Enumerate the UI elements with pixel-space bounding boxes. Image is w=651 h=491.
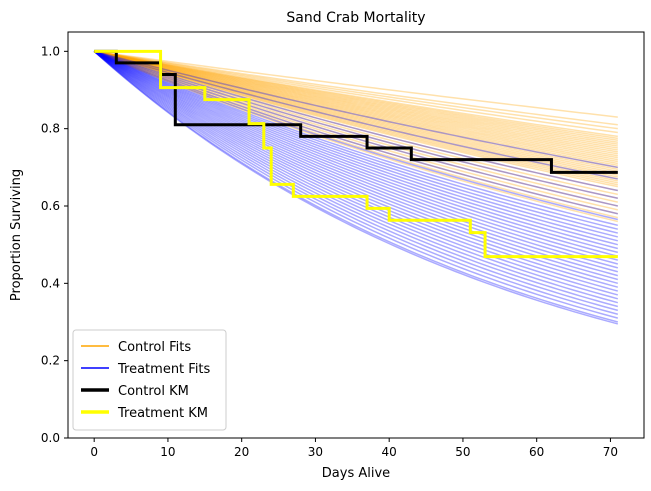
treatment-fit-curve <box>93 50 619 277</box>
plot-area <box>67 31 645 439</box>
treatment-fit-curve <box>93 50 619 308</box>
treatment-fit-curve <box>93 50 619 273</box>
control-fit-curve <box>94 50 618 157</box>
y-tick-label: 0.2 <box>41 354 60 368</box>
legend: Control Fits Treatment Fits Control KM Trea… <box>72 329 227 431</box>
x-tick-label: 0 <box>90 445 98 459</box>
legend-label: Treatment Fits <box>117 362 211 377</box>
control-fit-curve <box>94 50 618 155</box>
control-fit-curve <box>93 50 618 186</box>
x-tick-label: 60 <box>529 445 544 459</box>
x-tick-label: 30 <box>308 445 323 459</box>
control-fit-curve <box>94 50 618 145</box>
legend-label: Treatment KM <box>117 406 208 421</box>
control-fit-curve <box>94 50 618 151</box>
treatment-fit-curve <box>93 50 618 200</box>
treatment-fit-curve <box>93 50 618 169</box>
control-fit-curve <box>93 50 618 200</box>
x-axis-label: Days Alive <box>322 466 390 481</box>
y-tick-label: 0.0 <box>41 431 60 445</box>
control-fit-curve <box>93 50 618 196</box>
treatment-fit-curve <box>93 50 619 304</box>
control-fit-curve <box>93 50 618 211</box>
treatment-fit-curve <box>93 50 619 312</box>
control-fit-curve <box>93 50 618 167</box>
control-fit-curve <box>93 50 618 182</box>
treatment-fit-curve <box>93 50 618 215</box>
control-fit-curve <box>93 50 618 163</box>
x-tick-label: 20 <box>234 445 249 459</box>
control-fit-curve <box>94 50 618 143</box>
control-fit-curve <box>94 50 618 126</box>
control-fit-curve <box>94 50 618 161</box>
legend-label: Control Fits <box>118 340 191 355</box>
control-fit-curve <box>94 50 618 149</box>
control-fit-curve <box>93 50 618 165</box>
control-fit-curve <box>94 50 618 153</box>
control-fit-curve <box>94 50 618 140</box>
treatment-fit-curve <box>93 50 619 250</box>
treatment-fit-curve <box>93 50 619 292</box>
x-tick-label: 40 <box>382 445 397 459</box>
treatment-km-line <box>94 49 618 259</box>
control-fit-curve <box>93 50 618 169</box>
control-fit-curve <box>93 50 618 171</box>
treatment-fit-curve <box>93 50 619 325</box>
control-fit-curve <box>94 50 618 134</box>
x-tick-label: 70 <box>603 445 618 459</box>
treatment-fit-curve <box>93 50 619 238</box>
legend-box <box>72 329 227 431</box>
x-tick-label: 50 <box>455 445 470 459</box>
control-fit-curve <box>94 50 618 142</box>
treatment-fit-curve <box>93 50 619 281</box>
treatment-fit-curve <box>93 50 619 242</box>
control-fit-curve <box>94 50 618 147</box>
control-fit-curve <box>93 50 618 174</box>
control-fit-curve <box>93 50 618 219</box>
fit-curves <box>93 50 619 325</box>
km-curves <box>94 49 618 259</box>
control-fit-curve <box>93 50 618 192</box>
treatment-fit-curve <box>93 50 619 269</box>
treatment-fit-curve <box>93 50 619 234</box>
plot-frame <box>67 31 645 439</box>
treatment-fit-curve <box>93 50 619 296</box>
treatment-fit-curve <box>93 50 619 261</box>
y-tick-label: 1.0 <box>41 44 60 58</box>
y-tick-label: 0.8 <box>41 122 60 136</box>
y-axis-label: Proportion Surviving <box>9 169 24 301</box>
control-fit-curve <box>93 50 618 184</box>
control-fit-curve <box>93 50 618 176</box>
y-tick-label: 0.4 <box>41 276 60 290</box>
treatment-fit-curve <box>93 50 618 192</box>
treatment-fit-curve <box>93 50 619 323</box>
control-fit-curve <box>93 50 618 188</box>
x-axis: 0 10 20 30 40 50 60 70 <box>90 438 618 459</box>
treatment-fit-curve <box>93 50 619 257</box>
y-tick-label: 0.6 <box>41 199 60 213</box>
treatment-fit-curve <box>93 50 619 265</box>
control-km-line <box>94 49 618 174</box>
treatment-fit-curve <box>93 50 619 246</box>
treatment-fit-curve <box>93 50 619 319</box>
control-fit-curve <box>93 50 618 215</box>
x-tick-label: 10 <box>160 445 175 459</box>
treatment-fit-curve <box>93 50 619 315</box>
legend-label: Control KM <box>118 384 189 399</box>
control-fit-curve <box>94 50 618 159</box>
control-fit-curve <box>94 50 618 130</box>
y-axis: 0.0 0.2 0.4 0.6 0.8 1.0 <box>41 44 68 445</box>
chart-title: Sand Crab Mortality <box>286 10 425 26</box>
control-fit-curve <box>93 50 618 207</box>
treatment-fit-curve <box>93 50 619 300</box>
treatment-fit-curve <box>93 50 619 254</box>
treatment-fit-curve <box>93 50 618 207</box>
control-fit-curve <box>94 50 618 138</box>
control-fit-curve <box>94 50 618 118</box>
control-fit-curve <box>93 50 618 172</box>
